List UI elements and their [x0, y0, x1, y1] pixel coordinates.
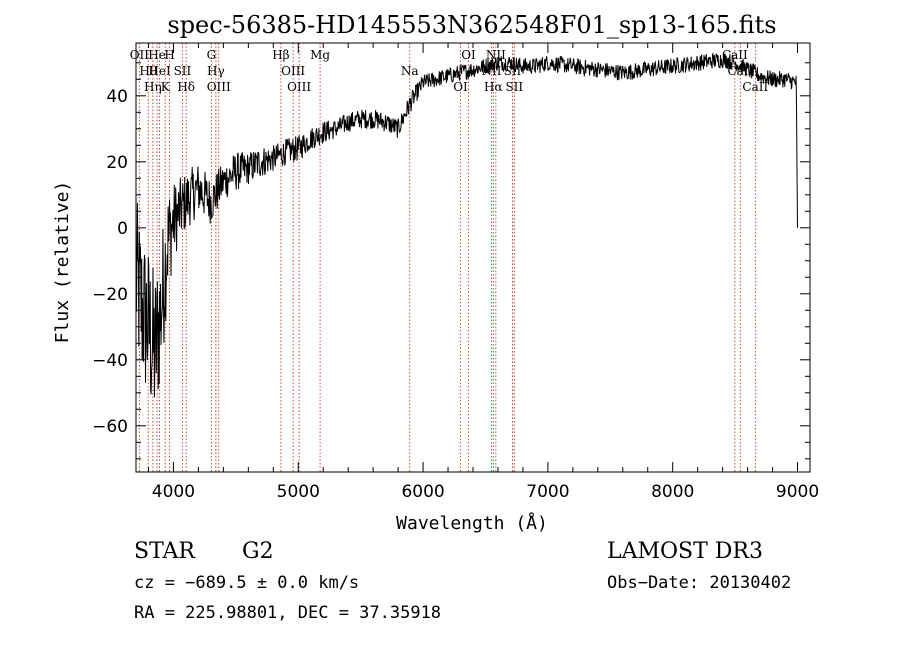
- y-tick-label: −20: [92, 285, 128, 305]
- line-markers: [138, 43, 756, 472]
- line-marker-label: NII: [486, 48, 506, 62]
- line-marker-labels: OIIHθHηHeHeIKHSIIHδGHγOIIIHβOIIIOIIIMgNa…: [130, 48, 769, 94]
- line-marker-label: Na: [401, 64, 419, 78]
- line-marker-label: HeI: [148, 64, 171, 78]
- y-tick-label: 20: [106, 153, 128, 173]
- line-marker-label: CaII: [727, 64, 753, 78]
- x-tick-label: 7000: [526, 482, 569, 502]
- survey-name: LAMOST DR3: [607, 539, 763, 564]
- line-marker-label: Hθ: [139, 64, 157, 78]
- line-marker-label: SII: [174, 64, 192, 78]
- x-tick-label: 4000: [152, 482, 195, 502]
- line-marker-label: SII: [504, 64, 522, 78]
- line-marker-label: Hδ: [177, 80, 195, 94]
- line-marker-label: H: [164, 48, 174, 62]
- line-marker-label: CaII: [722, 48, 748, 62]
- line-marker-label: SII: [505, 80, 523, 94]
- line-marker-label: Hγ: [207, 64, 225, 78]
- coordinates: RA = 225.98801, DEC = 37.35918: [134, 603, 442, 623]
- x-tick-label: 8000: [651, 482, 694, 502]
- x-tick-label: 6000: [401, 482, 444, 502]
- object-subclass: G2: [242, 539, 274, 564]
- y-axis-label: Flux (relative): [52, 181, 73, 344]
- y-tick-label: −60: [92, 417, 128, 437]
- line-marker-label: Hα: [484, 80, 503, 94]
- spectrum-series: [135, 52, 798, 398]
- x-axis-ticks: 4000 5000 6000 7000 8000 9000: [147, 43, 819, 502]
- line-marker-label: OIII: [207, 80, 231, 94]
- chart-title: spec-56385-HD145553N362548F01_sp13-165.f…: [167, 11, 776, 39]
- line-marker-label: K: [161, 80, 171, 94]
- line-marker-label: OIII: [281, 64, 305, 78]
- observation-date: Obs−Date: 20130402: [607, 573, 792, 593]
- redshift-value: cz = −689.5 ± 0.0 km/s: [134, 573, 360, 593]
- y-tick-label: 40: [106, 87, 128, 107]
- x-tick-label: 9000: [776, 482, 819, 502]
- line-marker-label: OIII: [287, 80, 311, 94]
- line-marker-label: CaII: [742, 80, 768, 94]
- y-axis-ticks: −60 −40 −20 0 20 40: [92, 62, 810, 460]
- plot-frame: [135, 42, 811, 473]
- line-marker-label: OI: [453, 80, 468, 94]
- line-marker-label: NII: [481, 64, 501, 78]
- y-tick-label: 0: [117, 219, 128, 239]
- spectrum-line: [135, 52, 798, 398]
- object-class: STAR: [134, 539, 195, 564]
- line-marker-label: OII: [130, 48, 150, 62]
- line-marker-label: OI: [461, 48, 476, 62]
- line-marker-label: Hη: [144, 80, 162, 94]
- line-marker-label: He: [148, 48, 166, 62]
- x-axis-label: Wavelength (Å): [396, 512, 548, 534]
- line-marker-label: G: [207, 48, 217, 62]
- line-marker-label: Hβ: [272, 48, 289, 62]
- line-marker-label: Mg: [310, 48, 330, 62]
- y-tick-label: −40: [92, 351, 128, 371]
- x-tick-label: 5000: [277, 482, 320, 502]
